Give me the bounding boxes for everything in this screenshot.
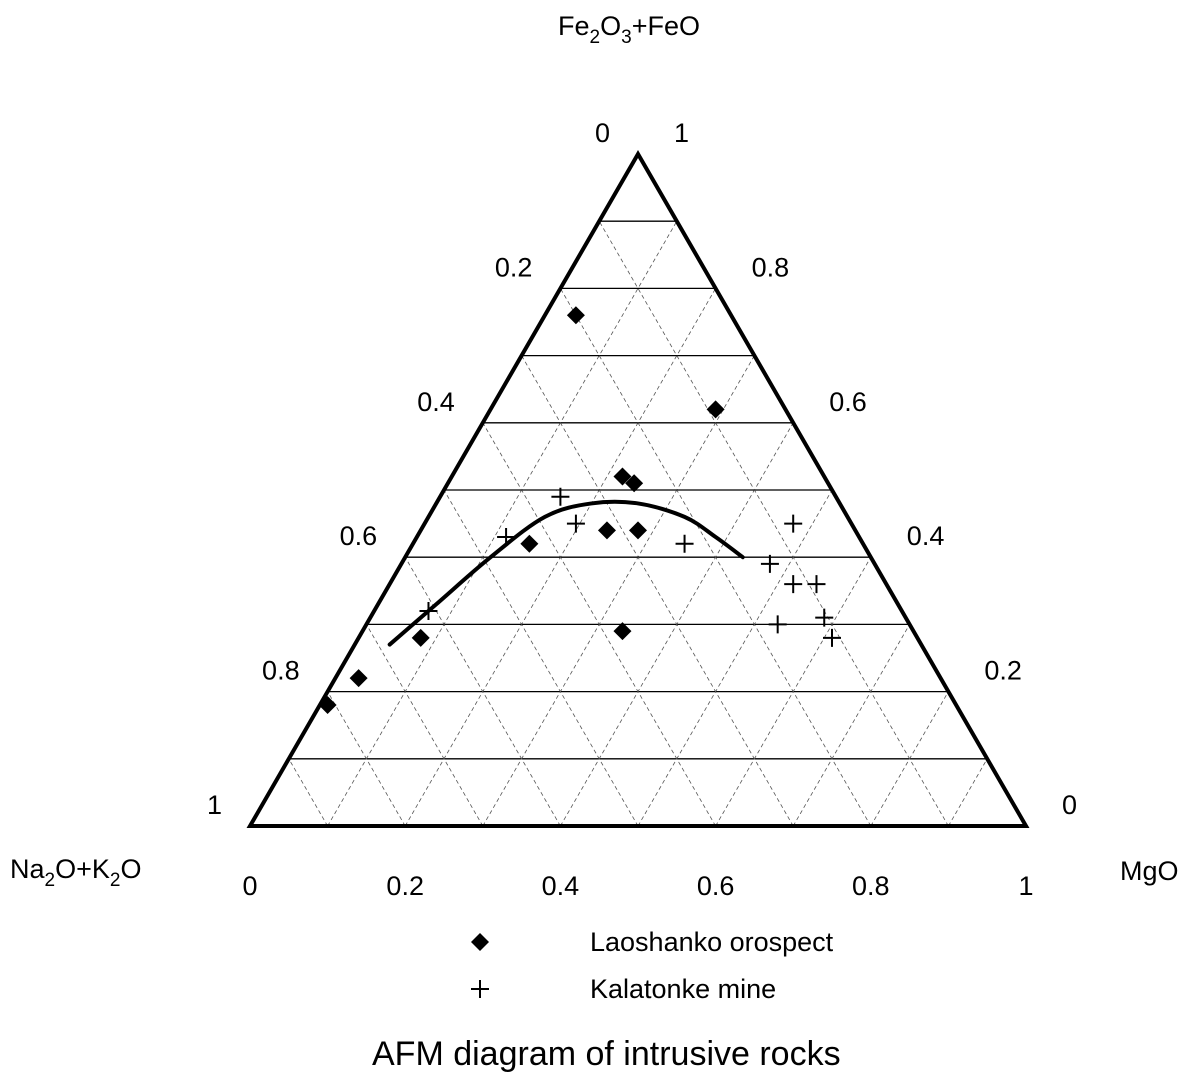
grid-line-diagonal <box>366 624 484 827</box>
data-point-kalatonke <box>784 514 803 533</box>
data-point-kalatonke <box>823 628 841 647</box>
legend-plus-icon <box>471 980 489 998</box>
grid-line-diagonal <box>482 355 755 827</box>
grid-line-diagonal <box>327 691 406 827</box>
data-point-kalatonke <box>497 528 516 547</box>
tick-label-left: 0.6 <box>340 521 378 551</box>
data-point-laoshanko <box>629 521 647 540</box>
tick-label-right: 1 <box>674 118 689 148</box>
data-point-kalatonke <box>566 514 585 533</box>
data-point-laoshanko <box>706 400 725 419</box>
data-point-laoshanko <box>625 474 644 493</box>
data-point-kalatonke <box>815 608 834 627</box>
data-point-kalatonke <box>768 615 787 634</box>
tick-label-right: 0.2 <box>984 656 1022 686</box>
tick-label-left: 0.2 <box>495 252 533 282</box>
grid-line-diagonal <box>560 288 872 827</box>
tick-label-left: 0.4 <box>417 387 455 417</box>
grid-line-diagonal <box>792 624 910 827</box>
chart-title: AFM diagram of intrusive rocks <box>372 1035 841 1073</box>
data-point-laoshanko <box>597 521 616 540</box>
tick-label-left: 0.8 <box>262 656 300 686</box>
data-point-laoshanko <box>520 534 539 553</box>
legend-label-laoshanko: Laoshanko orospect <box>590 927 834 957</box>
tick-label-left: 0 <box>595 118 610 148</box>
tick-label-right: 0.8 <box>752 252 790 282</box>
right-axis-label: MgO <box>1120 856 1179 886</box>
triangle-grid <box>288 220 988 827</box>
data-point-kalatonke <box>675 534 694 553</box>
legend-label-kalatonke: Kalatonke mine <box>590 974 776 1004</box>
tick-label-bottom: 0.6 <box>697 871 735 901</box>
tick-label-right: 0.4 <box>907 521 945 551</box>
triangle-outline <box>246 150 1030 828</box>
trend-curve <box>387 499 745 647</box>
left-axis-label: Na2O+K2O <box>10 854 141 891</box>
tick-label-bottom: 0 <box>242 871 257 901</box>
data-point-laoshanko <box>566 306 585 325</box>
data-point-laoshanko <box>613 622 632 641</box>
data-point-kalatonke <box>760 554 779 573</box>
data-point-kalatonke <box>551 487 570 506</box>
grid-line-diagonal <box>443 489 639 827</box>
grid-line-diagonal <box>404 557 561 827</box>
data-point-laoshanko <box>411 628 430 647</box>
tick-label-bottom: 1 <box>1018 871 1033 901</box>
tick-label-bottom: 0.4 <box>542 871 580 901</box>
tick-label-left: 1 <box>207 790 222 820</box>
tick-label-bottom: 0.8 <box>852 871 890 901</box>
data-point-laoshanko <box>318 696 337 715</box>
top-axis-label: Fe2O3+FeO <box>558 11 700 48</box>
grid-line-diagonal <box>521 355 794 827</box>
legend-diamond-marker <box>471 933 489 951</box>
data-point-kalatonke <box>419 601 438 620</box>
tick-label-bottom: 0.2 <box>386 871 424 901</box>
data-points <box>318 306 841 715</box>
grid-line-diagonal <box>482 422 716 827</box>
data-point-kalatonke <box>807 575 826 594</box>
tick-label-right: 0 <box>1062 790 1077 820</box>
grid-line-diagonal <box>598 220 949 827</box>
tick-label-right: 0.6 <box>829 387 867 417</box>
grid-line-diagonal <box>948 758 988 827</box>
grid-line-diagonal <box>637 489 833 827</box>
grid-line-diagonal <box>288 758 328 827</box>
legend: Laoshanko orospect Kalatonke mine <box>471 927 834 1004</box>
tick-labels: 0 0.2 0.4 0.6 0.8 1 1 0.8 0.6 0.4 0.2 0 0 0.2 0.4 0.6 0.… <box>207 118 1077 901</box>
data-point-laoshanko <box>349 669 368 688</box>
grid-line-diagonal <box>327 220 678 827</box>
triangle-frame <box>246 150 1030 828</box>
legend-plus-marker <box>471 980 489 998</box>
data-point-kalatonke <box>784 575 803 594</box>
legend-diamond-icon <box>471 933 489 951</box>
data-point-laoshanko <box>613 467 632 486</box>
